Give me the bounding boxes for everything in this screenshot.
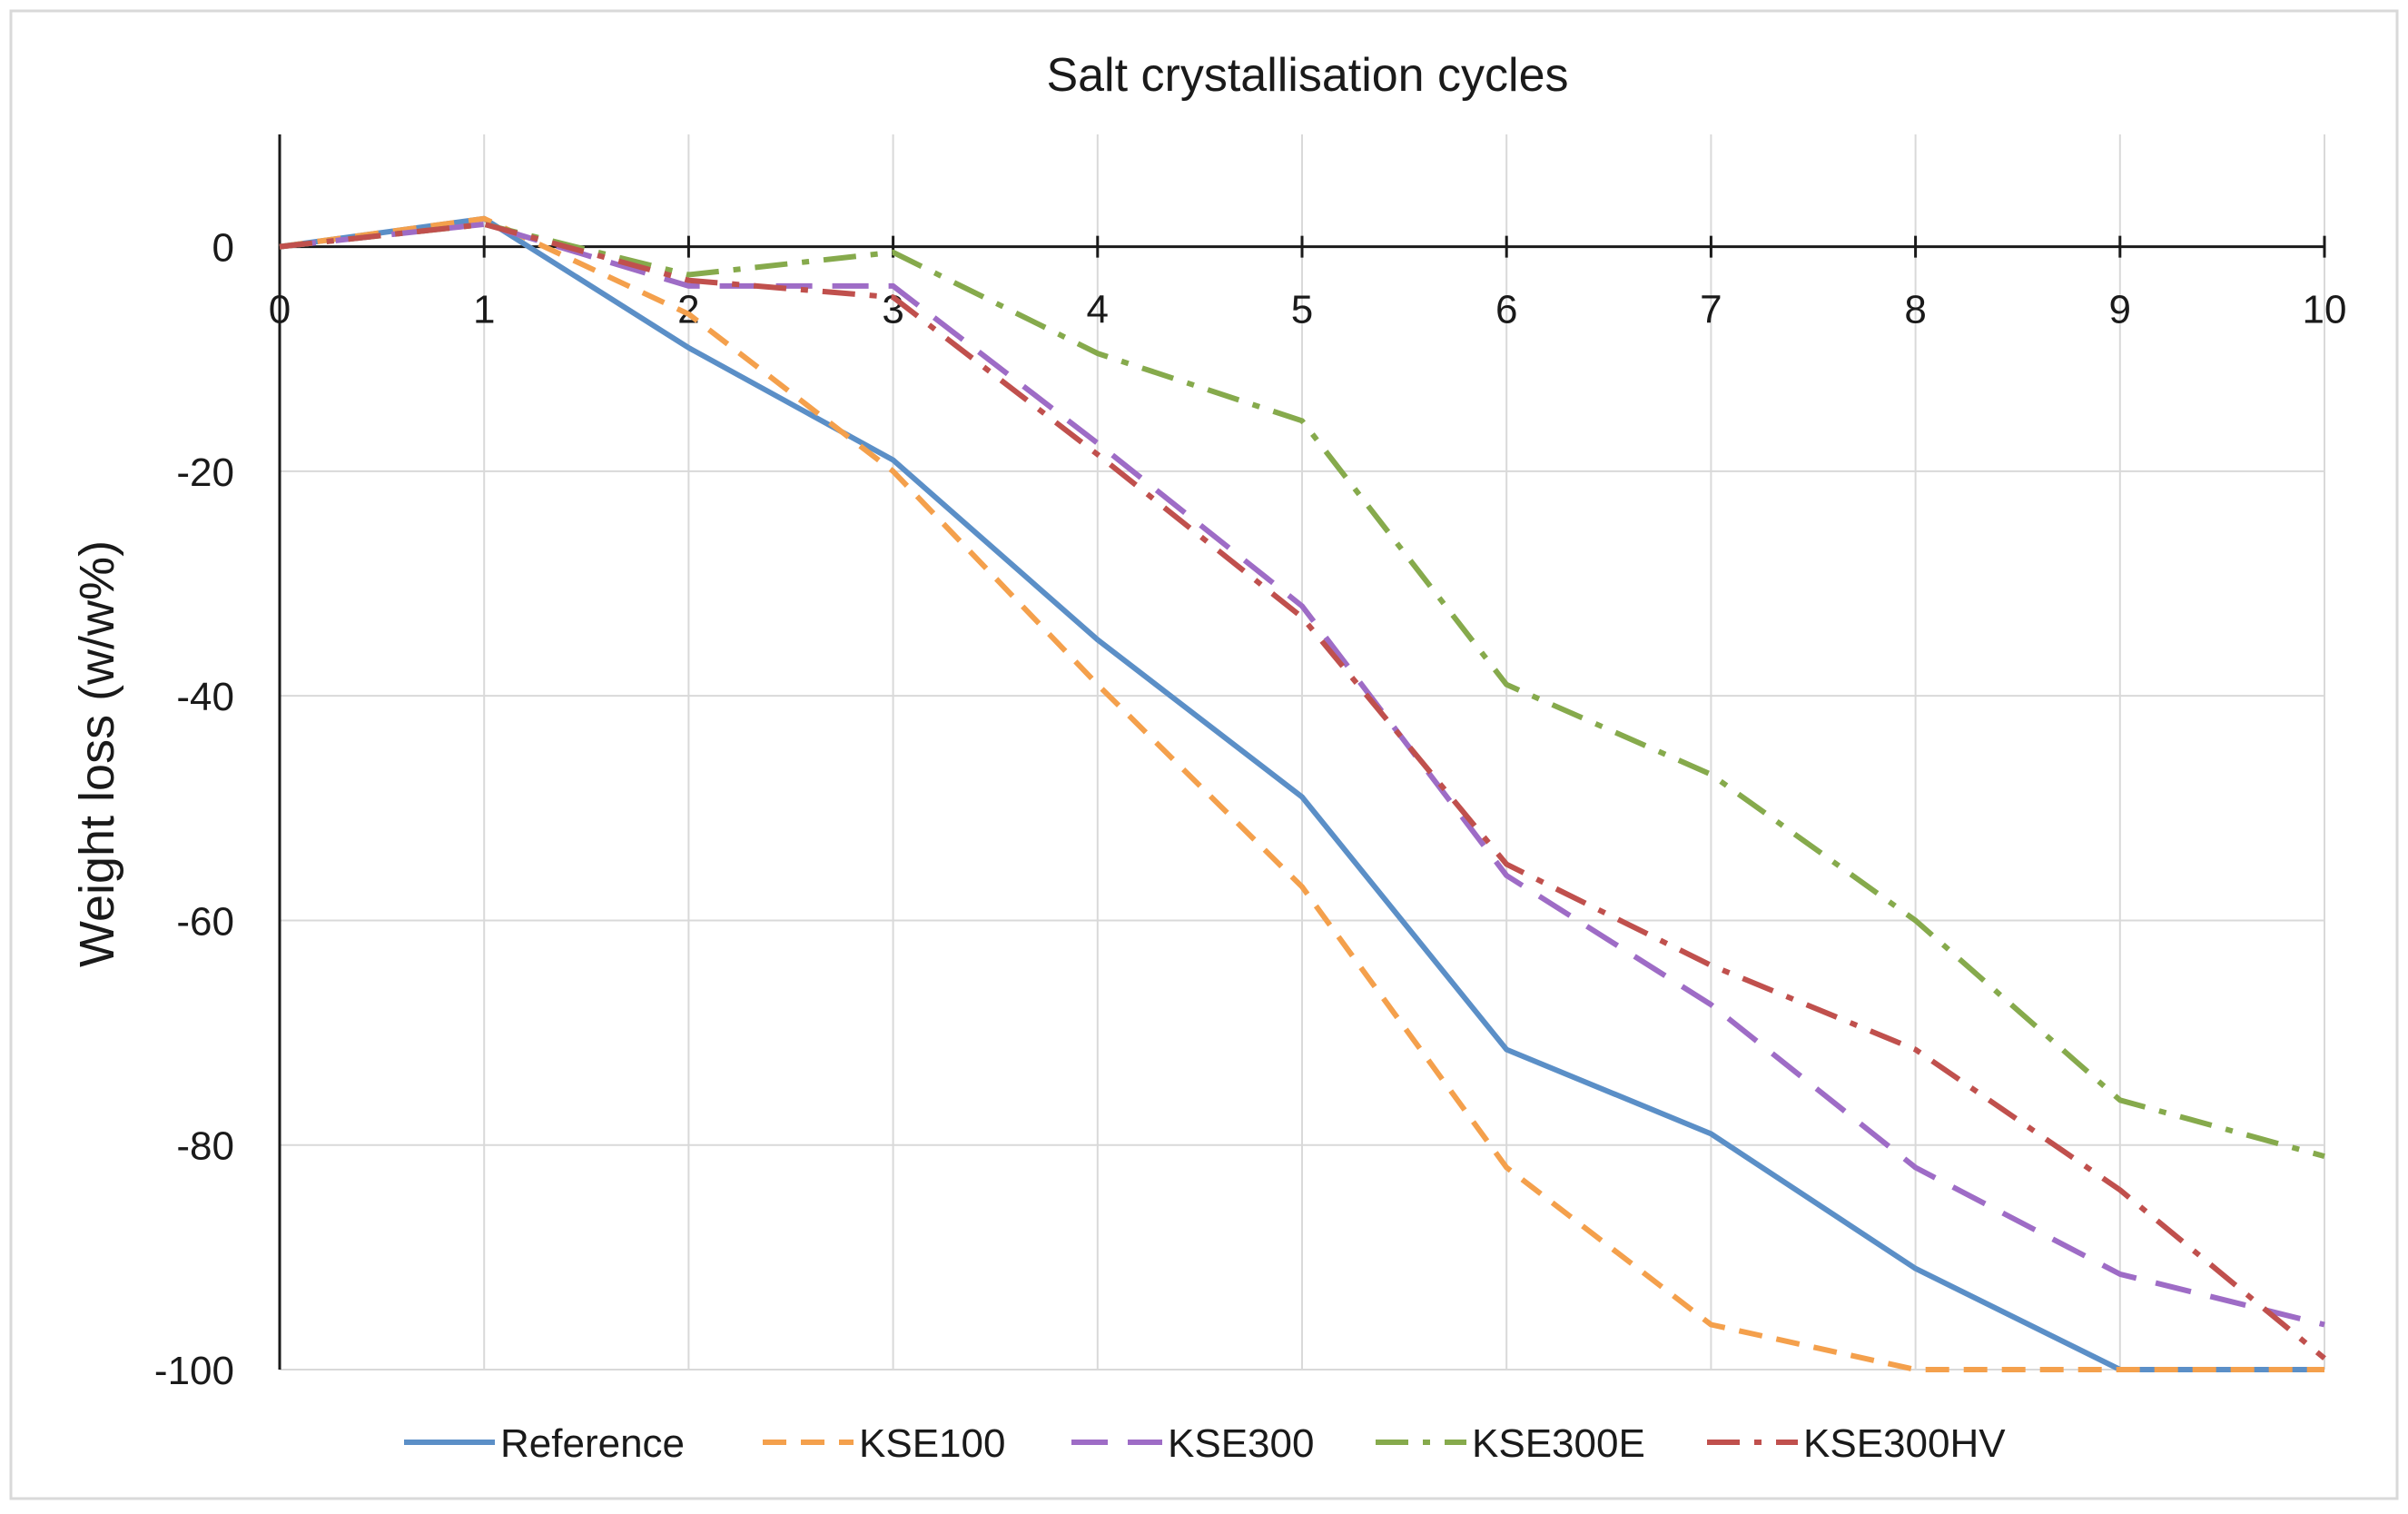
series-line-reference (279, 215, 2324, 1372)
x-tick-label: 0 (269, 288, 291, 332)
y-tick-label: -60 (176, 899, 234, 944)
x-tick-label: 6 (1495, 288, 1517, 332)
chart-border (9, 9, 2399, 1500)
x-tick-label: 5 (1291, 288, 1313, 332)
legend-label-kse300: KSE300 (1168, 1421, 1314, 1466)
y-tick-label: -80 (176, 1124, 234, 1169)
x-tick-label: 4 (1087, 288, 1109, 332)
series-line-kse300 (279, 221, 2325, 1328)
legend-label-kse300hv: KSE300HV (1803, 1421, 2006, 1466)
x-tick-label: 10 (2303, 288, 2347, 332)
chart-title: Salt crystallisation cycles (1046, 49, 1568, 102)
series-line-kse300hv (279, 221, 2326, 1361)
grid-lines (280, 134, 2325, 1371)
legend: Reference KSE100 KSE300 KSE300E KSE300HV (404, 1421, 2006, 1466)
x-tick-label: 1 (473, 288, 495, 332)
x-tick-label: 7 (1700, 288, 1722, 332)
legend-label-kse300e: KSE300E (1472, 1421, 1645, 1466)
series-lines (279, 215, 2326, 1372)
legend-label-kse100: KSE100 (859, 1421, 1005, 1466)
series-line-kse100 (279, 215, 2324, 1372)
legend-label-reference: Reference (500, 1421, 685, 1466)
x-tick-label: 9 (2109, 288, 2131, 332)
y-tick-label: -20 (176, 450, 234, 495)
y-axis-label: Weight loss (w/w%) (70, 540, 124, 967)
series-line-kse300e (279, 221, 2325, 1159)
y-tick-label: -100 (154, 1349, 234, 1393)
x-tick-label: 8 (1904, 288, 1926, 332)
axes (278, 134, 2326, 1370)
y-tick-label: -40 (176, 675, 234, 719)
y-tick-label: 0 (212, 226, 234, 271)
